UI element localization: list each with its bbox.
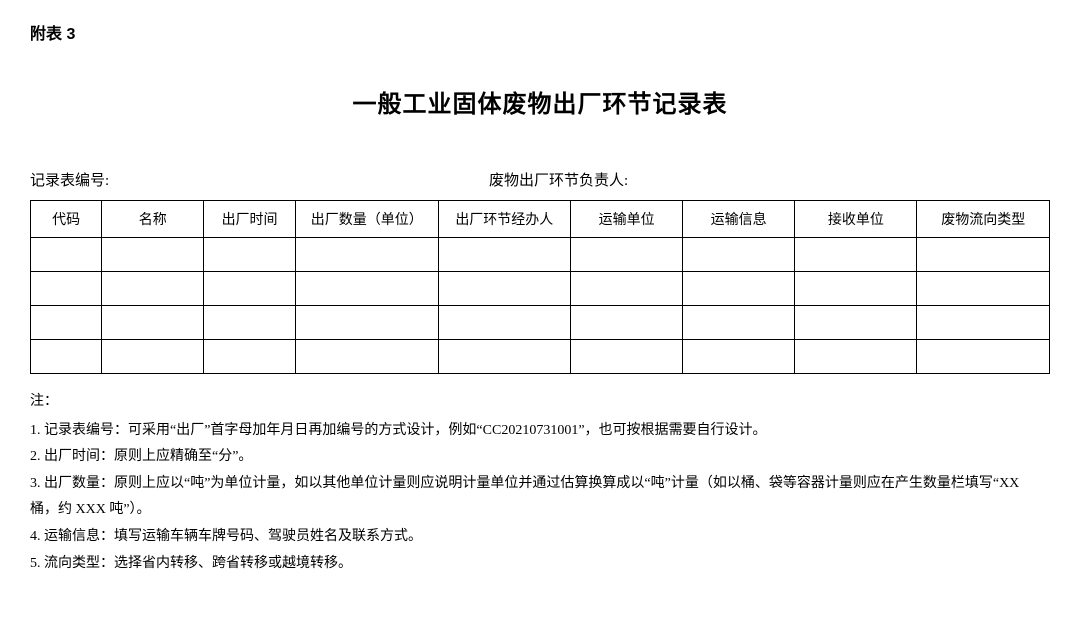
table-cell — [102, 272, 204, 306]
table-cell — [204, 340, 296, 374]
table-cell — [295, 340, 438, 374]
column-header: 名称 — [102, 201, 204, 238]
table-cell — [295, 306, 438, 340]
table-cell — [683, 238, 795, 272]
table-cell — [795, 306, 917, 340]
table-cell — [917, 272, 1050, 306]
appendix-label: 附表 3 — [30, 20, 1050, 44]
record-number-field: 记录表编号: — [30, 169, 489, 190]
record-number-label: 记录表编号: — [30, 173, 109, 189]
table-cell — [683, 272, 795, 306]
column-header: 废物流向类型 — [917, 201, 1050, 238]
table-cell — [204, 306, 296, 340]
table-cell — [917, 340, 1050, 374]
table-cell — [917, 238, 1050, 272]
table-cell — [204, 272, 296, 306]
column-header: 代码 — [31, 201, 102, 238]
note-item: 3. 出厂数量：原则上应以“吨”为单位计量，如以其他单位计量则应说明计量单位并通… — [30, 471, 1050, 524]
column-header: 运输单位 — [571, 201, 683, 238]
note-item: 2. 出厂时间：原则上应精确至“分”。 — [30, 444, 1050, 471]
table-cell — [683, 306, 795, 340]
table-cell — [795, 238, 917, 272]
note-item: 5. 流向类型：选择省内转移、跨省转移或越境转移。 — [30, 551, 1050, 578]
table-cell — [102, 340, 204, 374]
table-cell — [31, 306, 102, 340]
table-cell — [438, 340, 570, 374]
meta-row: 记录表编号: 废物出厂环节负责人: — [30, 169, 1050, 190]
table-cell — [295, 238, 438, 272]
responsible-person-label: 废物出厂环节负责人: — [489, 173, 628, 189]
table-cell — [683, 340, 795, 374]
table-row — [31, 238, 1050, 272]
note-item: 1. 记录表编号：可采用“出厂”首字母加年月日再加编号的方式设计，例如“CC20… — [30, 418, 1050, 445]
table-row — [31, 340, 1050, 374]
table-cell — [102, 306, 204, 340]
table-cell — [438, 272, 570, 306]
column-header: 运输信息 — [683, 201, 795, 238]
table-cell — [31, 340, 102, 374]
table-cell — [295, 272, 438, 306]
table-cell — [795, 272, 917, 306]
table-cell — [438, 306, 570, 340]
page-title: 一般工业固体废物出厂环节记录表 — [30, 84, 1050, 119]
notes-section: 注： 1. 记录表编号：可采用“出厂”首字母加年月日再加编号的方式设计，例如“C… — [30, 389, 1050, 577]
table-cell — [917, 306, 1050, 340]
table-row — [31, 306, 1050, 340]
table-cell — [571, 238, 683, 272]
table-cell — [204, 238, 296, 272]
note-item: 4. 运输信息：填写运输车辆车牌号码、驾驶员姓名及联系方式。 — [30, 524, 1050, 551]
column-header: 出厂数量（单位） — [295, 201, 438, 238]
table-cell — [31, 272, 102, 306]
table-header-row: 代码名称出厂时间出厂数量（单位）出厂环节经办人运输单位运输信息接收单位废物流向类… — [31, 201, 1050, 238]
record-table: 代码名称出厂时间出厂数量（单位）出厂环节经办人运输单位运输信息接收单位废物流向类… — [30, 200, 1050, 374]
table-cell — [102, 238, 204, 272]
responsible-person-field: 废物出厂环节负责人: — [489, 169, 1050, 190]
table-cell — [438, 238, 570, 272]
table-cell — [795, 340, 917, 374]
table-cell — [571, 340, 683, 374]
table-cell — [571, 272, 683, 306]
column-header: 出厂环节经办人 — [438, 201, 570, 238]
table-cell — [571, 306, 683, 340]
table-cell — [31, 238, 102, 272]
notes-header: 注： — [30, 389, 1050, 416]
column-header: 接收单位 — [795, 201, 917, 238]
column-header: 出厂时间 — [204, 201, 296, 238]
table-row — [31, 272, 1050, 306]
